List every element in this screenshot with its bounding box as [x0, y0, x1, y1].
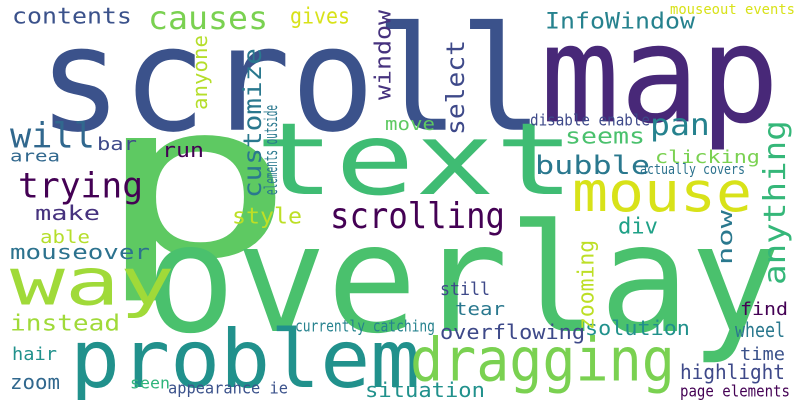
- word-anyone: anyone: [188, 34, 212, 110]
- word-map: map: [540, 0, 780, 154]
- word-scrolling: scrolling: [330, 194, 505, 237]
- word-scroll: scroll: [38, 0, 544, 165]
- word-anything: anything: [757, 120, 793, 285]
- word-seen: seen: [130, 373, 170, 393]
- word-overflowing: overflowing: [440, 320, 586, 344]
- word-will: will: [10, 114, 95, 156]
- word-disable-enable: disable enable: [530, 110, 650, 130]
- word-p: p: [95, 55, 296, 308]
- word-page-elements: page elements: [680, 381, 790, 400]
- word-elements-outside: elements outside: [260, 104, 282, 195]
- word-find: find: [740, 298, 788, 320]
- word-clicking: clicking: [655, 146, 760, 168]
- word-trying: trying: [18, 164, 144, 206]
- word-actually-covers: actually covers: [640, 160, 746, 178]
- word-mouseout-events: mouseout events: [670, 0, 796, 18]
- word-bar: bar: [97, 133, 137, 155]
- word-hair: hair: [12, 343, 57, 365]
- word-situation: situation: [365, 378, 485, 400]
- word-time: time: [740, 343, 785, 365]
- word-zoom: zoom: [10, 370, 60, 394]
- word-run: run: [162, 138, 204, 162]
- word-causes: causes: [148, 0, 269, 37]
- word-style: style: [232, 203, 303, 229]
- word-instead: instead: [10, 310, 121, 336]
- word-make: make: [35, 201, 100, 225]
- word-window: window: [370, 9, 396, 101]
- word-dragging: dragging: [410, 324, 675, 395]
- word-able: able: [40, 226, 90, 248]
- word-text: text: [255, 101, 575, 218]
- word-area: area: [10, 146, 60, 166]
- word-infowindow: InfoWindow: [545, 8, 696, 34]
- word-move: move: [385, 113, 435, 135]
- word-mouse: mouse: [572, 160, 753, 225]
- word-problem: problem: [70, 312, 421, 400]
- word-mouseover: mouseover: [10, 240, 150, 264]
- word-still: still: [440, 278, 491, 300]
- word-bubble: bubble: [535, 149, 651, 181]
- word-way: way: [10, 244, 175, 321]
- word-solution: solution: [585, 316, 690, 340]
- word-wheel: wheel: [735, 318, 786, 342]
- word-highlight: highlight: [680, 360, 785, 384]
- word-tear: tear: [455, 298, 505, 320]
- word-pan: pan: [650, 107, 710, 143]
- word-gives: gives: [290, 3, 351, 29]
- word-now: now: [713, 210, 737, 265]
- word-select: select: [440, 39, 470, 135]
- word-overlay: overlay: [145, 191, 781, 367]
- word-seems: seems: [565, 123, 646, 149]
- word-div: div: [618, 213, 658, 239]
- word-contents: contents: [12, 3, 132, 29]
- word-currently-catching: currently catching: [295, 316, 435, 336]
- word-appearance-ie: appearance ie: [168, 378, 288, 398]
- word-zooming: zooming: [573, 239, 599, 330]
